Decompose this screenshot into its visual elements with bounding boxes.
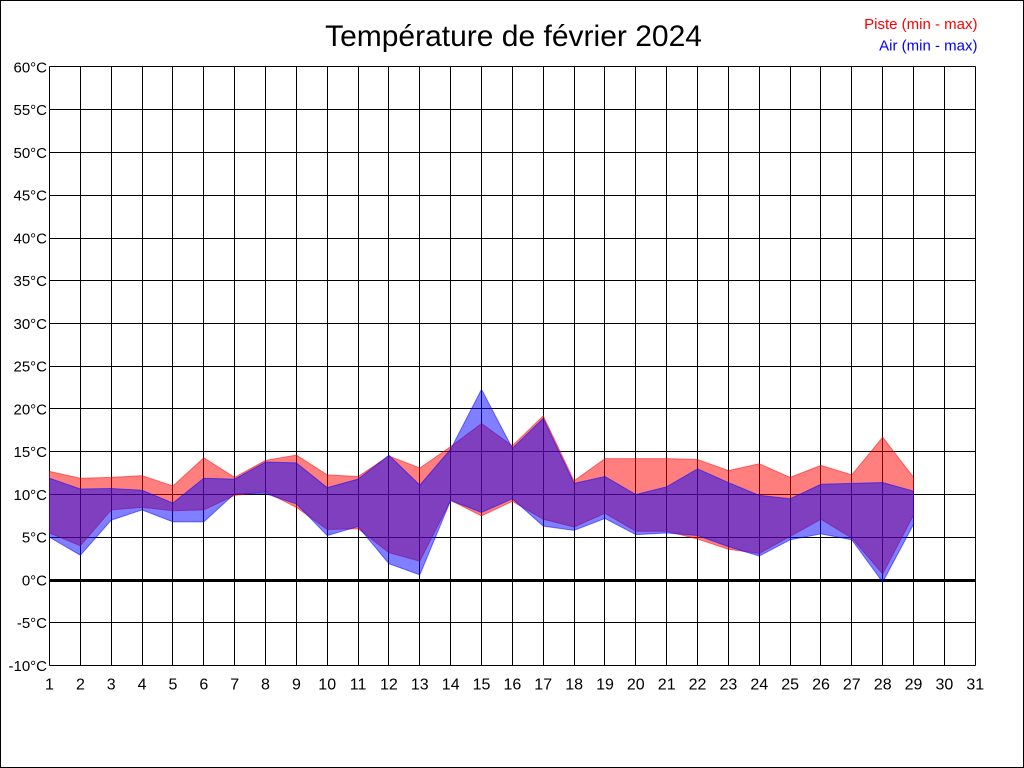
svg-text:45°C: 45°C (13, 188, 47, 205)
svg-text:6: 6 (199, 677, 208, 694)
svg-text:55°C: 55°C (13, 102, 47, 119)
svg-text:10°C: 10°C (13, 487, 47, 504)
svg-text:28: 28 (874, 677, 892, 694)
svg-text:2: 2 (76, 677, 85, 694)
svg-text:30: 30 (936, 677, 954, 694)
svg-text:31: 31 (966, 677, 984, 694)
svg-text:13: 13 (411, 677, 429, 694)
svg-text:4: 4 (138, 677, 147, 694)
svg-text:9: 9 (292, 677, 301, 694)
svg-text:14: 14 (442, 677, 460, 694)
svg-text:3: 3 (107, 677, 116, 694)
svg-text:Piste (min - max): Piste (min - max) (864, 16, 977, 33)
svg-text:7: 7 (230, 677, 239, 694)
svg-text:30°C: 30°C (13, 316, 47, 333)
svg-text:40°C: 40°C (13, 230, 47, 247)
svg-text:5°C: 5°C (22, 530, 47, 547)
svg-text:Température de février 2024: Température de février 2024 (325, 20, 702, 53)
svg-text:12: 12 (380, 677, 398, 694)
svg-text:17: 17 (534, 677, 552, 694)
svg-text:25: 25 (781, 677, 799, 694)
svg-text:0°C: 0°C (22, 572, 47, 589)
svg-text:29: 29 (905, 677, 923, 694)
svg-text:20: 20 (627, 677, 645, 694)
svg-text:19: 19 (596, 677, 614, 694)
svg-text:15°C: 15°C (13, 444, 47, 461)
svg-text:1: 1 (45, 677, 54, 694)
svg-text:10: 10 (318, 677, 336, 694)
svg-text:16: 16 (504, 677, 522, 694)
svg-text:20°C: 20°C (13, 401, 47, 418)
svg-text:23: 23 (720, 677, 738, 694)
svg-text:35°C: 35°C (13, 273, 47, 290)
svg-text:50°C: 50°C (13, 145, 47, 162)
svg-text:26: 26 (812, 677, 830, 694)
svg-text:21: 21 (658, 677, 676, 694)
svg-text:-10°C: -10°C (8, 658, 47, 675)
svg-text:27: 27 (843, 677, 861, 694)
svg-text:25°C: 25°C (13, 359, 47, 376)
svg-text:24: 24 (750, 677, 768, 694)
svg-text:-5°C: -5°C (17, 615, 47, 632)
svg-text:15: 15 (473, 677, 491, 694)
svg-text:11: 11 (350, 677, 367, 694)
svg-text:5: 5 (168, 677, 177, 694)
svg-text:Air (min - max): Air (min - max) (879, 37, 977, 54)
svg-text:60°C: 60°C (13, 59, 47, 76)
svg-text:8: 8 (261, 677, 270, 694)
svg-text:22: 22 (689, 677, 707, 694)
svg-text:18: 18 (565, 677, 583, 694)
